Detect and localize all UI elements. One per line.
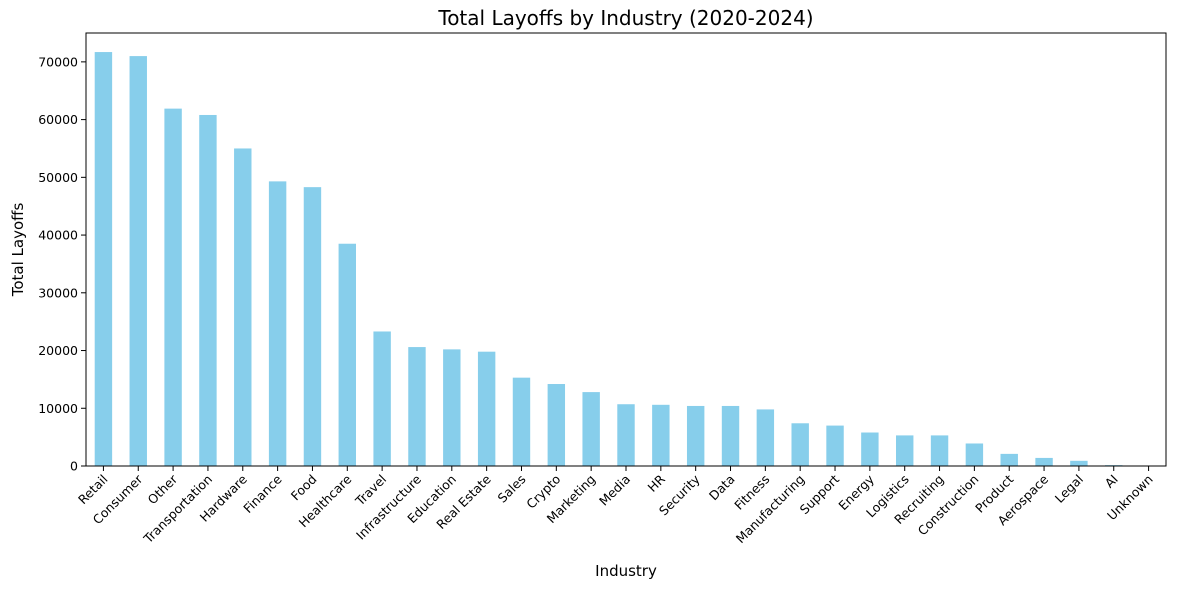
bar-logistics [896, 435, 914, 466]
chart-title: Total Layoffs by Industry (2020-2024) [437, 6, 813, 30]
bar-fitness [756, 409, 775, 466]
x-tick-label: HR [645, 471, 669, 495]
bar-sales [512, 377, 531, 466]
bar-marketing [582, 392, 600, 466]
bar-infrastructure [408, 347, 426, 466]
bar-legal [1070, 460, 1088, 466]
x-tick-label: Legal [1052, 472, 1086, 506]
x-tick-label: AI [1102, 472, 1121, 491]
bar-healthcare [338, 243, 356, 466]
x-tick-label: Finance [240, 471, 285, 516]
bar-travel [373, 331, 391, 466]
bar-crypto [547, 384, 566, 466]
bar-construction [965, 443, 984, 466]
bar-education [443, 349, 461, 466]
y-tick-label: 60000 [38, 112, 78, 127]
bar-support [826, 425, 844, 466]
bar-media [617, 404, 635, 466]
bar-energy [861, 432, 879, 466]
y-tick-label: 30000 [38, 285, 78, 300]
bar-hardware [234, 148, 252, 466]
bar-consumer [129, 56, 147, 467]
x-axis-title: Industry [595, 562, 657, 580]
bar-recruiting [930, 435, 949, 466]
bar-hr [652, 404, 670, 466]
bar-finance [268, 181, 287, 466]
x-tick-label: Media [596, 472, 633, 509]
bar-product [1000, 453, 1018, 466]
y-axis: 0 10000 20000 30000 40000 50000 60000 70000 [38, 54, 86, 474]
bar-real-estate [477, 351, 496, 466]
y-tick-label: 70000 [38, 54, 78, 69]
bar-food [303, 187, 322, 466]
x-tick-label: Data [706, 472, 738, 504]
x-tick-label: Food [288, 472, 320, 504]
bar-manufacturing [791, 423, 809, 466]
y-tick-label: 10000 [38, 401, 78, 416]
bar-security [686, 405, 705, 466]
plot-frame [85, 32, 1167, 467]
bars-group [94, 52, 1123, 467]
bar-transportation [199, 114, 217, 467]
y-tick-label: 0 [70, 459, 78, 474]
bar-aerospace [1035, 457, 1053, 466]
y-tick-label: 50000 [38, 170, 78, 185]
bar-data [721, 405, 740, 466]
y-tick-label: 40000 [38, 228, 78, 243]
y-tick-label: 20000 [38, 343, 78, 358]
bar-retail [94, 52, 113, 466]
bar-other [164, 108, 182, 466]
y-axis-title: Total Layoffs [9, 203, 27, 298]
